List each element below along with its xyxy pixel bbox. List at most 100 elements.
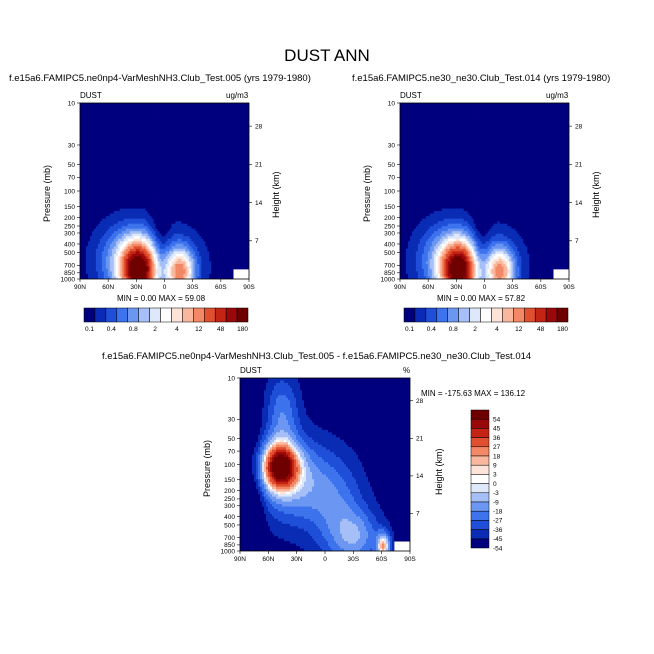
top-left-cell [181, 178, 184, 182]
top-left-cell [245, 115, 248, 119]
top-left-cell [163, 143, 166, 147]
top-left-cell [133, 135, 137, 139]
top-left-cell [105, 216, 109, 220]
top-left-cell [225, 173, 228, 177]
top-left-cell [189, 158, 192, 162]
top-left-cell [233, 108, 236, 111]
top-left-cell [99, 153, 103, 157]
top-left-cell [111, 203, 115, 207]
top-left-cell [241, 148, 244, 152]
top-left-cell [111, 118, 115, 121]
top-left-cell [133, 153, 137, 157]
top-left-cell [175, 248, 178, 252]
top-left-cell [151, 175, 154, 179]
top-left-cell [169, 158, 172, 162]
top-left-cell [139, 241, 143, 245]
top-left-cell [91, 221, 95, 225]
top-left-cell [127, 165, 131, 169]
top-left-cell [139, 145, 143, 149]
top-left-cell [199, 193, 202, 197]
top-left-cell [145, 231, 148, 235]
top-left-cell [139, 128, 143, 132]
top-left-cell [245, 213, 248, 217]
top-left-cell [161, 226, 164, 230]
top-left-cell [101, 150, 105, 154]
top-left-cell [161, 243, 164, 247]
top-left-cell [207, 178, 210, 182]
top-left-cell [205, 193, 208, 197]
top-left-cell [233, 216, 236, 220]
top-left-cell [219, 128, 222, 132]
top-left-cell [181, 143, 184, 147]
top-left-cell [189, 201, 192, 204]
top-left-cell [187, 203, 190, 207]
top-left-cell [213, 236, 216, 240]
top-left-cell [167, 128, 170, 132]
top-left-cell [211, 241, 214, 245]
top-left-cell [137, 185, 141, 189]
top-left-cell [147, 133, 150, 137]
top-left-cell [141, 110, 145, 114]
top-left-cell [89, 185, 93, 189]
top-left-cell [213, 115, 216, 119]
top-left-cell [103, 241, 107, 245]
top-left-cell [235, 216, 238, 220]
top-left-cell [141, 145, 145, 149]
top-left-cell [85, 135, 89, 139]
top-left-cell [97, 173, 101, 177]
top-left-cell [107, 133, 111, 137]
top-left-cell [153, 213, 156, 217]
top-left-cell [153, 241, 156, 245]
top-left-cell [143, 135, 147, 139]
top-left-cell [231, 231, 234, 235]
top-left-cell [223, 226, 226, 230]
top-left-cell [185, 213, 188, 217]
top-left-cell [221, 143, 224, 147]
top-left-cell [139, 231, 143, 235]
top-left-cell [163, 135, 166, 139]
top-left-cell [129, 196, 133, 199]
top-left-cell [197, 238, 200, 242]
top-left-cell [107, 213, 111, 217]
top-left-cell [189, 153, 192, 157]
top-left-cell [91, 193, 95, 197]
top-left-cell [199, 168, 202, 172]
top-left-cell [159, 165, 162, 169]
top-left-cell [179, 150, 182, 154]
top-left-cell [91, 208, 95, 212]
top-left-cell [111, 103, 115, 106]
top-left-cell [191, 228, 194, 232]
top-left-cell [183, 150, 186, 154]
top-left-cell [111, 198, 115, 202]
top-left-cell [81, 238, 85, 242]
top-left-cell [143, 105, 147, 109]
top-left-cell [235, 183, 238, 187]
top-left-cell [155, 196, 158, 199]
top-left-cell [113, 103, 117, 106]
top-left-cell [111, 128, 115, 132]
top-left-cell [169, 138, 172, 142]
top-left-cell [109, 201, 113, 204]
top-left-cell [139, 115, 143, 119]
top-left-cell [173, 211, 176, 215]
top-left-cell [169, 238, 172, 242]
top-left-cell [155, 180, 158, 184]
top-left-cell [167, 140, 170, 144]
top-left-cell [197, 208, 200, 212]
top-left-cell [113, 143, 117, 147]
top-left-cell [111, 211, 115, 215]
top-left-cell [117, 125, 121, 129]
top-left-cell [243, 158, 246, 162]
top-left-cell [109, 221, 113, 225]
top-left-cell [157, 103, 160, 106]
top-left-cell [91, 108, 95, 111]
top-left-cell [205, 178, 208, 182]
top-left-cell [91, 113, 95, 116]
top-left-cell [161, 196, 164, 199]
top-left-cell [169, 203, 172, 207]
top-left-cell [199, 236, 202, 240]
top-left-cell [129, 158, 133, 162]
top-left-cell [229, 218, 232, 222]
top-left-cell [173, 180, 176, 184]
top-left-cell [181, 150, 184, 154]
